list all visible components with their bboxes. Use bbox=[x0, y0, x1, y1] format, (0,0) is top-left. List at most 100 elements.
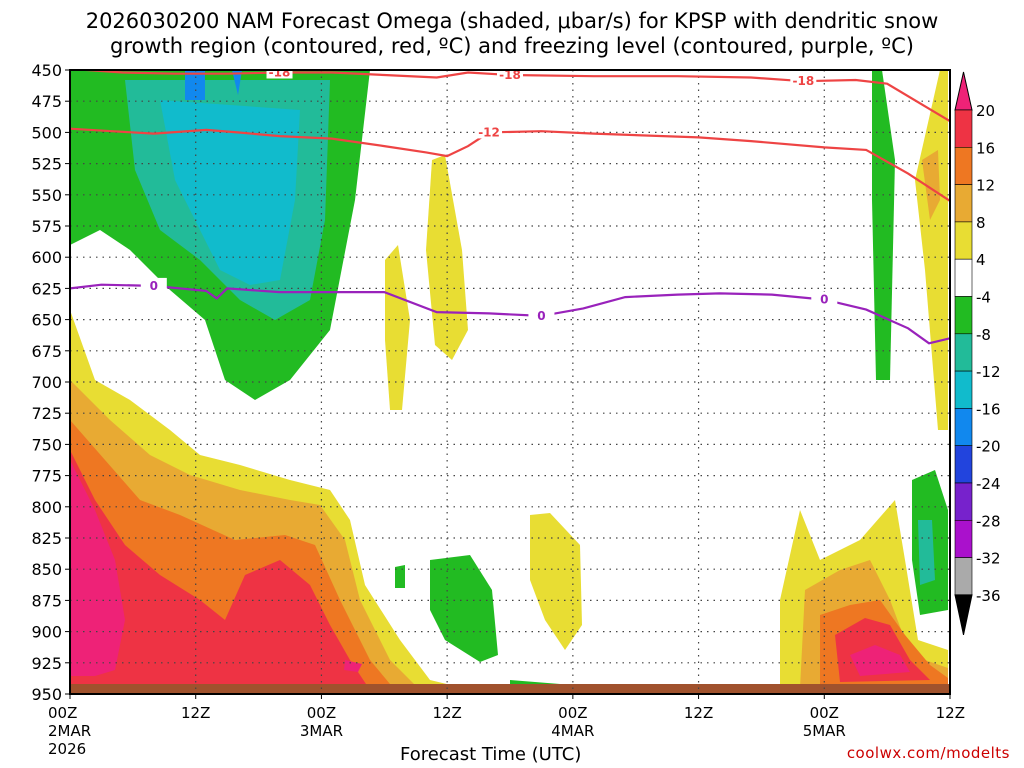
y-tick-label: 625 bbox=[31, 279, 62, 298]
x-tick-date-label: 2MAR bbox=[48, 722, 91, 740]
colorbar-swatch bbox=[954, 408, 973, 446]
colorbar-level-label: -12 bbox=[976, 363, 1001, 381]
omega-positive-region bbox=[70, 460, 125, 676]
x-tick-label: 00Z bbox=[558, 704, 587, 722]
colorbar-level-label: 16 bbox=[976, 139, 995, 157]
omega-positive-region bbox=[385, 245, 410, 410]
omega-positive-region bbox=[530, 513, 582, 650]
colorbar-swatch bbox=[954, 445, 973, 484]
contour-label-bg bbox=[140, 277, 167, 292]
x-tick-label: 00Z bbox=[307, 704, 336, 722]
contour-label-bg bbox=[790, 73, 817, 88]
x-tick-date-label: 4MAR bbox=[551, 722, 594, 740]
omega-negative-region bbox=[160, 100, 300, 285]
colorbar-level-label: 4 bbox=[976, 251, 986, 269]
contour-label-bg bbox=[266, 70, 293, 79]
colorbar-top-arrow bbox=[954, 71, 973, 111]
omega-negative-region bbox=[918, 520, 935, 585]
omega-shading bbox=[70, 70, 950, 694]
y-tick-label: 575 bbox=[31, 217, 62, 236]
y-tick-label: 650 bbox=[31, 311, 62, 330]
contour-label-bg bbox=[528, 307, 555, 322]
colorbar-swatch bbox=[954, 258, 973, 297]
contour-lines: -18 -18 -18 -12 0 0 0 bbox=[70, 65, 950, 345]
colorbar-swatch bbox=[954, 296, 973, 335]
contour-label: 0 bbox=[150, 279, 158, 293]
x-axis-title: Forecast Time (UTC) bbox=[400, 744, 582, 765]
colorbar-level-label: -24 bbox=[976, 475, 1001, 493]
colorbar-level-label: 12 bbox=[976, 177, 995, 195]
y-tick-label: 700 bbox=[31, 373, 62, 392]
colorbar-level-label: -20 bbox=[976, 438, 1001, 456]
x-tick-date-label: 5MAR bbox=[803, 722, 846, 740]
y-tick-label: 875 bbox=[31, 591, 62, 610]
omega-positive-region bbox=[922, 150, 940, 220]
colorbar-level-label: -28 bbox=[976, 512, 1001, 530]
contour-label: -18 bbox=[792, 74, 814, 88]
colorbar-level-label: 8 bbox=[976, 214, 986, 232]
contour-label-bg bbox=[476, 124, 503, 139]
y-tick-label: 675 bbox=[31, 342, 62, 361]
y-tick-label: 600 bbox=[31, 248, 62, 267]
x-tick-label: 00Z bbox=[48, 704, 77, 722]
y-tick-label: 825 bbox=[31, 529, 62, 548]
colorbar-swatch bbox=[954, 221, 973, 260]
contour-label: -18 bbox=[269, 65, 291, 79]
y-tick-label: 900 bbox=[31, 623, 62, 642]
contour-label: 0 bbox=[820, 293, 828, 307]
y-tick-label: 525 bbox=[31, 155, 62, 174]
contour-label-bg bbox=[497, 70, 523, 81]
contour-label-bg bbox=[811, 291, 838, 306]
colorbar-level-label: -36 bbox=[976, 587, 1001, 605]
site-credit: coolwx.com/modelts bbox=[846, 744, 1010, 762]
colorbar-level-label: -8 bbox=[976, 326, 991, 344]
colorbar-swatch bbox=[954, 557, 973, 596]
omega-negative-region bbox=[395, 565, 405, 588]
contour-line bbox=[70, 283, 950, 345]
colorbar-swatch bbox=[954, 519, 973, 558]
omega-positive-region bbox=[344, 660, 362, 672]
y-tick-label: 925 bbox=[31, 654, 62, 673]
omega-positive-region bbox=[850, 645, 910, 676]
colorbar-swatch bbox=[954, 184, 973, 223]
colorbar-swatch bbox=[954, 109, 973, 148]
omega-negative-region bbox=[232, 70, 242, 95]
chart-title-line-2: growth region (contoured, red, ºC) and f… bbox=[110, 34, 914, 58]
colorbar-level-label: -16 bbox=[976, 400, 1001, 418]
contour-line bbox=[70, 127, 950, 202]
x-tick-year-label: 2026 bbox=[48, 740, 86, 758]
y-tick-label: 725 bbox=[31, 404, 62, 423]
colorbar-swatch bbox=[954, 333, 973, 372]
contour-label: 0 bbox=[537, 309, 545, 323]
y-tick-label: 850 bbox=[31, 560, 62, 579]
colorbar-swatch bbox=[954, 370, 973, 409]
y-tick-label: 475 bbox=[31, 92, 62, 111]
colorbar-legend: 20 16 12 8 4 -4 -8 -12 -16 -20 -24 -28 -32 -36 bbox=[954, 71, 1001, 636]
grid-lines bbox=[70, 70, 950, 694]
colorbar-level-label: -4 bbox=[976, 289, 991, 307]
y-tick-label: 950 bbox=[31, 685, 62, 704]
x-tick-label: 12Z bbox=[432, 704, 461, 722]
contour-label: -18 bbox=[499, 68, 521, 82]
colorbar-level-label: 20 bbox=[976, 102, 995, 120]
y-tick-label: 450 bbox=[31, 61, 62, 80]
contour-label: -12 bbox=[478, 125, 500, 139]
x-tick-label: 12Z bbox=[181, 704, 210, 722]
omega-negative-region bbox=[430, 555, 498, 662]
y-tick-label: 750 bbox=[31, 435, 62, 454]
omega-positive-region bbox=[915, 70, 948, 430]
x-tick-label: 00Z bbox=[810, 704, 839, 722]
y-tick-label: 500 bbox=[31, 123, 62, 142]
y-tick-label: 800 bbox=[31, 498, 62, 517]
omega-negative-region bbox=[872, 70, 895, 380]
y-tick-label: 775 bbox=[31, 467, 62, 486]
x-tick-label: 12Z bbox=[684, 704, 713, 722]
omega-negative-region bbox=[185, 70, 205, 100]
omega-positive-region bbox=[70, 450, 370, 690]
surface-ground-band bbox=[70, 684, 950, 694]
colorbar-level-label: -32 bbox=[976, 550, 1001, 568]
y-tick-label: 550 bbox=[31, 186, 62, 205]
chart-title-line-1: 2026030200 NAM Forecast Omega (shaded, μ… bbox=[85, 9, 939, 33]
